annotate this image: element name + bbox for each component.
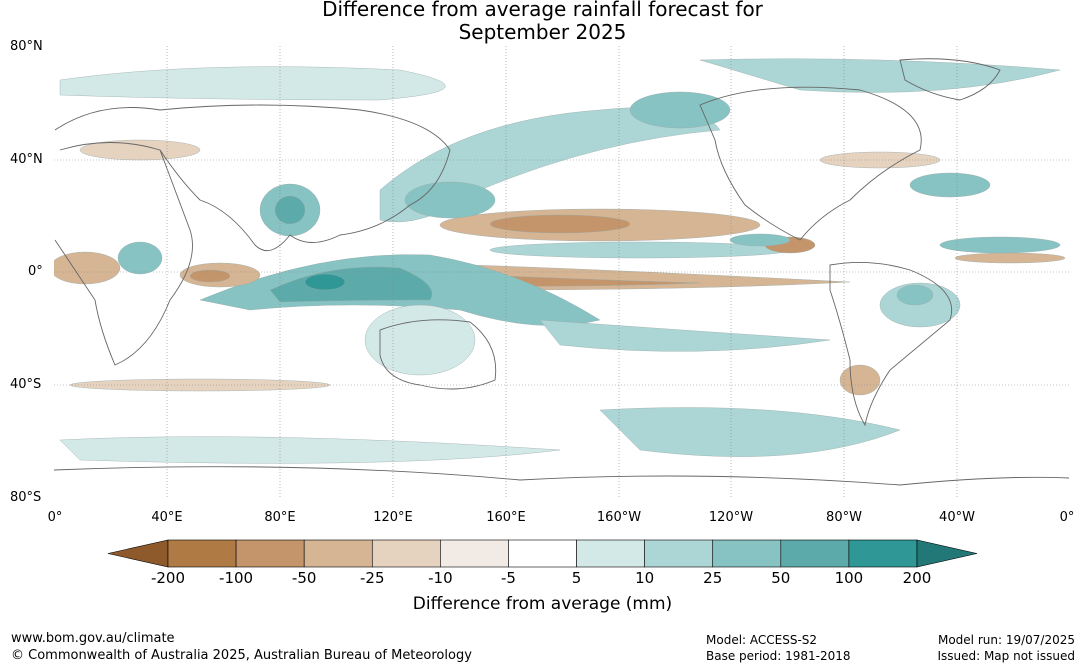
colorbar-tick-label: 50 [771, 569, 791, 587]
lat-label-0: 0° [28, 264, 43, 279]
lat-label-80n: 80°N [10, 39, 43, 54]
lon-label-80e: 80°E [264, 510, 296, 525]
map-title-line1: Difference from average rainfall forecas… [322, 0, 763, 21]
lon-label-80w: 80°W [826, 510, 862, 525]
colorbar-segment [440, 539, 509, 568]
colorbar-tick-label: 100 [834, 569, 864, 587]
colorbar-segment [371, 539, 441, 568]
colorbar-tick-label: 10 [635, 569, 655, 587]
lon-label-0-east: 0° [1059, 510, 1075, 525]
lon-label-40e: 40°E [151, 510, 183, 525]
lat-label-80s: 80°S [10, 490, 42, 505]
lon-label-120w: 120°W [708, 510, 754, 525]
colorbar-tick-label: 25 [703, 569, 723, 587]
colorbar-tick-label: 200 [902, 569, 932, 587]
base-period: Base period: 1981-2018 [706, 649, 851, 663]
colorbar-extend-low [107, 539, 169, 568]
colorbar-segment [576, 539, 645, 568]
anomaly-fields [54, 58, 1066, 464]
colorbar-tick-label: -200 [150, 569, 186, 587]
gridlines [54, 46, 1069, 498]
lat-label-40s: 40°S [10, 377, 42, 392]
lon-label-0: 0° [47, 510, 63, 525]
colorbar-segment [644, 539, 714, 568]
colorbar-segment [848, 539, 918, 568]
lon-label-160w: 160°W [596, 510, 642, 525]
map-title-line2: September 2025 [458, 20, 627, 44]
issued-status: Issued: Map not issued [937, 649, 1075, 663]
colorbar-segment [712, 539, 782, 568]
lon-label-40w: 40°W [939, 510, 975, 525]
colorbar-segment [235, 539, 305, 568]
colorbar-segment [303, 539, 373, 568]
model-name: Model: ACCESS-S2 [706, 633, 818, 647]
copyright-text: © Commonwealth of Australia 2025, Austra… [11, 648, 472, 663]
colorbar-tick-label: 5 [571, 569, 582, 587]
colorbar-tick-label: -10 [428, 569, 453, 587]
website-link[interactable]: www.bom.gov.au/climate [11, 631, 175, 646]
lon-label-120e: 120°E [373, 510, 413, 525]
colorbar-tick-label: -50 [291, 569, 317, 587]
lon-label-160e: 160°E [486, 510, 526, 525]
colorbar-tick-label: -5 [500, 569, 516, 587]
colorbar-tick-label: -100 [219, 569, 254, 587]
lat-label-40n: 40°N [10, 152, 43, 167]
model-run: Model run: 19/07/2025 [937, 633, 1075, 647]
legend-title: Difference from average (mm) [412, 594, 673, 614]
colorbar-segment [508, 539, 577, 568]
coastlines [54, 58, 1069, 486]
colorbar-segment [167, 539, 237, 568]
colorbar-extend-high [916, 539, 978, 568]
colorbar-segment [780, 539, 850, 568]
colorbar-tick-label: -25 [360, 569, 385, 587]
